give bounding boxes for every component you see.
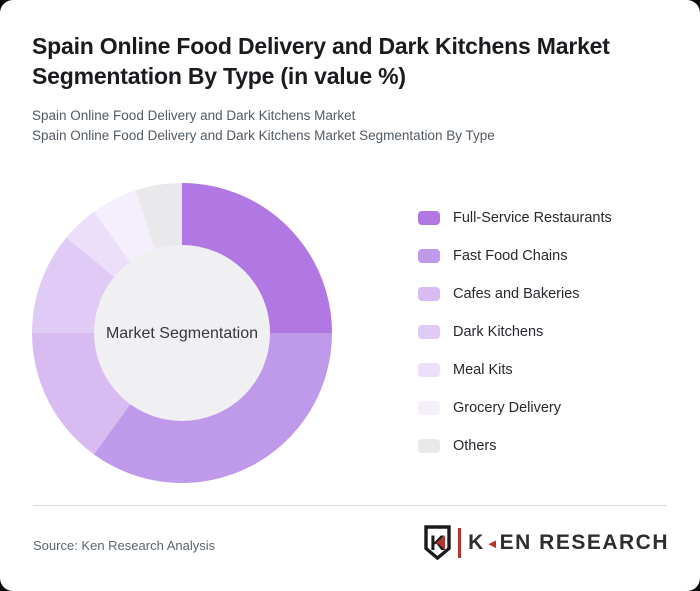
shield-red-arrow-icon [436, 535, 446, 550]
chart-legend: Full-Service Restaurants Fast Food Chains… [418, 206, 612, 472]
legend-item-dark-kitchens[interactable]: Dark Kitchens [418, 320, 612, 344]
chart-title-line-2: Segmentation By Type (in value %) [32, 63, 406, 89]
source-note: Source: Ken Research Analysis [33, 538, 216, 553]
legend-item-fast-food-chains[interactable]: Fast Food Chains [418, 244, 612, 268]
legend-item-full-service-restaurants[interactable]: Full-Service Restaurants [418, 206, 612, 230]
chart-subtitles: Spain Online Food Delivery and Dark Kitc… [32, 106, 495, 146]
legend-label: Dark Kitchens [453, 324, 544, 340]
logo-divider-bar [458, 528, 462, 558]
legend-label: Full-Service Restaurants [453, 210, 612, 226]
donut-center-label: Market Segmentation [106, 325, 258, 342]
ken-research-shield-icon: K [424, 525, 451, 561]
shield-letter: K [430, 532, 445, 555]
chart-subtitle-1: Spain Online Food Delivery and Dark Kitc… [32, 108, 356, 123]
legend-item-others[interactable]: Others [418, 434, 612, 458]
legend-item-cafes-and-bakeries[interactable]: Cafes and Bakeries [418, 282, 612, 306]
legend-swatch [418, 325, 440, 339]
legend-swatch [418, 287, 440, 301]
donut-chart-svg: Market Segmentation [32, 183, 332, 483]
legend-label: Fast Food Chains [453, 248, 568, 264]
legend-item-grocery-delivery[interactable]: Grocery Delivery [418, 396, 612, 420]
chart-subtitle-2: Spain Online Food Delivery and Dark Kitc… [32, 128, 495, 143]
donut-chart: Market Segmentation [32, 183, 332, 483]
legend-label: Others [453, 438, 497, 454]
legend-swatch [418, 439, 440, 453]
legend-swatch [418, 401, 440, 415]
ken-research-logo: K K ◄ EN RESEARCH [423, 524, 669, 562]
legend-label: Grocery Delivery [453, 400, 561, 416]
legend-label: Cafes and Bakeries [453, 286, 580, 302]
chart-title-line-1: Spain Online Food Delivery and Dark Kitc… [32, 33, 610, 59]
legend-swatch [418, 363, 440, 377]
logo-red-arrow-icon: ◄ [485, 535, 499, 551]
donut-hole [94, 245, 270, 421]
chart-title: Spain Online Food Delivery and Dark Kitc… [32, 31, 610, 91]
legend-swatch [418, 211, 440, 225]
legend-item-meal-kits[interactable]: Meal Kits [418, 358, 612, 382]
logo-wordmark-rest: EN RESEARCH [499, 531, 669, 554]
logo-wordmark-k: K [468, 531, 485, 554]
legend-label: Meal Kits [453, 362, 513, 378]
legend-swatch [418, 249, 440, 263]
logo-wordmark: K ◄ EN RESEARCH [468, 531, 669, 555]
footer-divider [33, 505, 667, 506]
